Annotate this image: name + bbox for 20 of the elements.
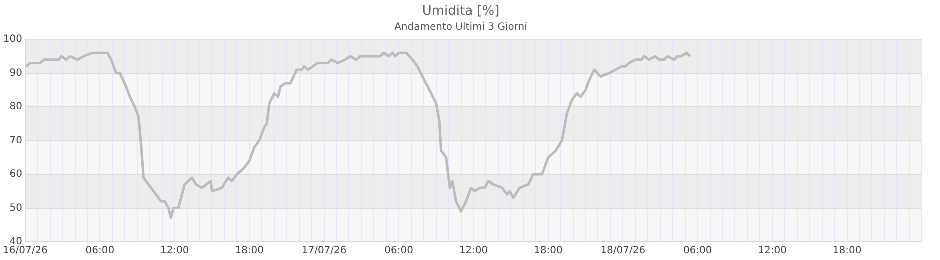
- x-tick-label: 18:00: [832, 246, 862, 257]
- y-tick-label: 50: [10, 202, 22, 214]
- y-tick-label: 90: [10, 68, 22, 79]
- x-tick-label: 18:00: [235, 246, 264, 257]
- x-tick-label: 12:00: [459, 246, 488, 257]
- x-tick-label: 17/07/26: [302, 246, 347, 257]
- x-tick-label: 06:00: [86, 246, 115, 257]
- y-tick-label: 70: [10, 135, 22, 146]
- x-tick-label: 12:00: [160, 246, 190, 257]
- x-tick-label: 06:00: [683, 246, 712, 257]
- chart-title: Umidita [%]: [422, 4, 500, 20]
- x-tick-label: 12:00: [758, 246, 787, 257]
- y-tick-label: 80: [10, 102, 22, 113]
- x-tick-label: 16/07/26: [2, 246, 48, 257]
- y-tick-label: 60: [10, 169, 22, 180]
- x-tick-label: 18/07/26: [600, 246, 646, 257]
- x-tick-label: 06:00: [384, 246, 414, 257]
- x-tick-label: 18:00: [534, 246, 563, 257]
- y-tick-label: 100: [3, 34, 22, 46]
- chart-subtitle: Andamento Ultimi 3 Giorni: [394, 22, 528, 34]
